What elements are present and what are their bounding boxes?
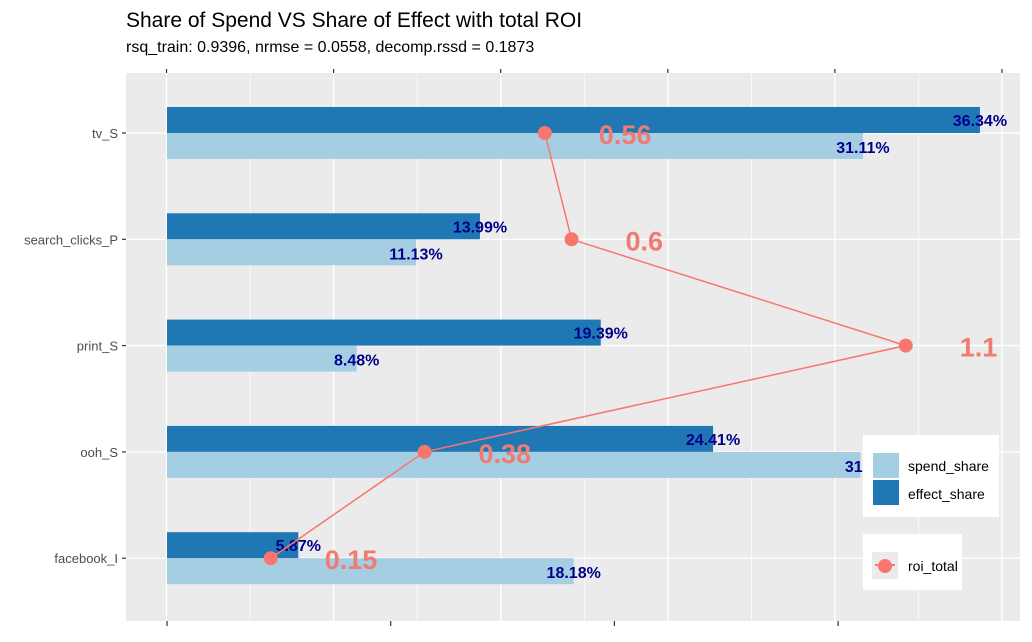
roi-total-label: 0.56 <box>599 120 652 150</box>
roi-total-point <box>263 551 278 566</box>
y-axis-label-facebook-i: facebook_I <box>54 551 118 566</box>
legend-roi: roi_total <box>863 534 962 590</box>
label-effect-share: 5.87% <box>276 538 321 555</box>
y-axis-label-tv-s: tv_S <box>92 126 118 141</box>
bar-spend-share <box>167 451 861 478</box>
bar-spend-share <box>167 558 574 585</box>
legend-label-roi-total: roi_total <box>908 558 958 574</box>
bars <box>167 107 980 585</box>
bar-spend-share <box>167 239 416 266</box>
label-spend-share: 11.13% <box>389 246 442 263</box>
roi-total-point <box>417 444 432 459</box>
label-effect-share: 36.34% <box>953 113 1007 130</box>
bar-effect-share <box>167 425 714 452</box>
bar-labels: 36.34% 31.11% 13.99% 11.13% 19.39% 8.48% 24.41… <box>276 113 1007 582</box>
roi-total-label: 0.15 <box>325 545 378 575</box>
bar-effect-share <box>167 319 601 346</box>
roi-total-label: 0.38 <box>478 439 531 469</box>
roi-line <box>263 126 913 566</box>
y-axis-label-print-s: print_S <box>77 339 119 354</box>
label-spend-share: 8.48% <box>334 353 379 370</box>
legend-key-effect-share <box>873 480 899 505</box>
label-effect-share: 24.41% <box>686 432 740 449</box>
roi-labels: 0.56 0.6 1.1 0.38 0.15 <box>325 120 998 575</box>
label-effect-share: 19.39% <box>574 326 628 343</box>
roi-total-point <box>898 338 913 353</box>
legend-bars: spend_share effect_share <box>863 435 999 517</box>
bar-effect-share <box>167 107 980 133</box>
bar-spend-share <box>167 345 357 372</box>
legend-key-spend-share <box>873 453 899 478</box>
roi-total-label: 1.1 <box>960 333 998 363</box>
legend-label-spend-share: spend_share <box>908 458 989 474</box>
legend-key-roi-point <box>878 559 892 573</box>
label-spend-share: 31.11% <box>836 140 889 157</box>
roi-total-label: 0.6 <box>626 226 664 256</box>
bar-spend-share <box>167 133 863 159</box>
y-axis-labels: tv_S search_clicks_P print_S ooh_S facebook_… <box>24 126 118 566</box>
axis-ticks <box>122 69 1003 626</box>
bar-effect-share <box>167 213 480 240</box>
chart-title: Share of Spend VS Share of Effect with t… <box>126 9 582 32</box>
label-effect-share: 13.99% <box>453 219 507 236</box>
roi-total-point <box>564 232 579 247</box>
y-axis-label-ooh-s: ooh_S <box>80 445 118 460</box>
roi-total-point <box>537 126 552 140</box>
legend-label-effect-share: effect_share <box>908 486 985 502</box>
y-axis-label-search-clicks-p: search_clicks_P <box>24 232 118 247</box>
chart-subtitle: rsq_train: 0.9396, nrmse = 0.0558, decom… <box>126 39 534 56</box>
label-spend-share: 18.18% <box>547 565 601 582</box>
